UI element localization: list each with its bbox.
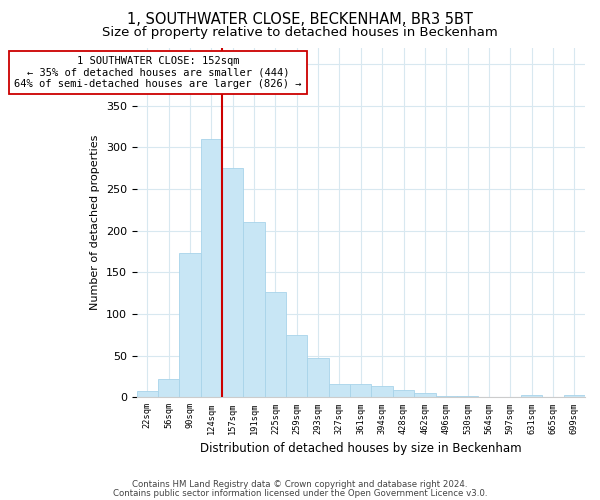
Bar [179, 253, 200, 398]
Bar [329, 384, 350, 398]
Bar [436, 396, 457, 398]
Bar [521, 395, 542, 398]
Bar [158, 379, 179, 398]
Bar [350, 384, 371, 398]
X-axis label: Distribution of detached houses by size in Beckenham: Distribution of detached houses by size … [200, 442, 521, 455]
Bar [414, 393, 436, 398]
Bar [457, 396, 478, 398]
Text: Contains HM Land Registry data © Crown copyright and database right 2024.: Contains HM Land Registry data © Crown c… [132, 480, 468, 489]
Text: Size of property relative to detached houses in Beckenham: Size of property relative to detached ho… [102, 26, 498, 39]
Bar [563, 395, 585, 398]
Text: Contains public sector information licensed under the Open Government Licence v3: Contains public sector information licen… [113, 488, 487, 498]
Bar [393, 390, 414, 398]
Y-axis label: Number of detached properties: Number of detached properties [90, 134, 100, 310]
Bar [286, 335, 307, 398]
Bar [307, 358, 329, 398]
Bar [200, 139, 222, 398]
Bar [244, 222, 265, 398]
Text: 1 SOUTHWATER CLOSE: 152sqm
← 35% of detached houses are smaller (444)
64% of sem: 1 SOUTHWATER CLOSE: 152sqm ← 35% of deta… [14, 56, 302, 89]
Bar [137, 390, 158, 398]
Bar [222, 168, 244, 398]
Bar [265, 292, 286, 398]
Bar [371, 386, 393, 398]
Text: 1, SOUTHWATER CLOSE, BECKENHAM, BR3 5BT: 1, SOUTHWATER CLOSE, BECKENHAM, BR3 5BT [127, 12, 473, 28]
